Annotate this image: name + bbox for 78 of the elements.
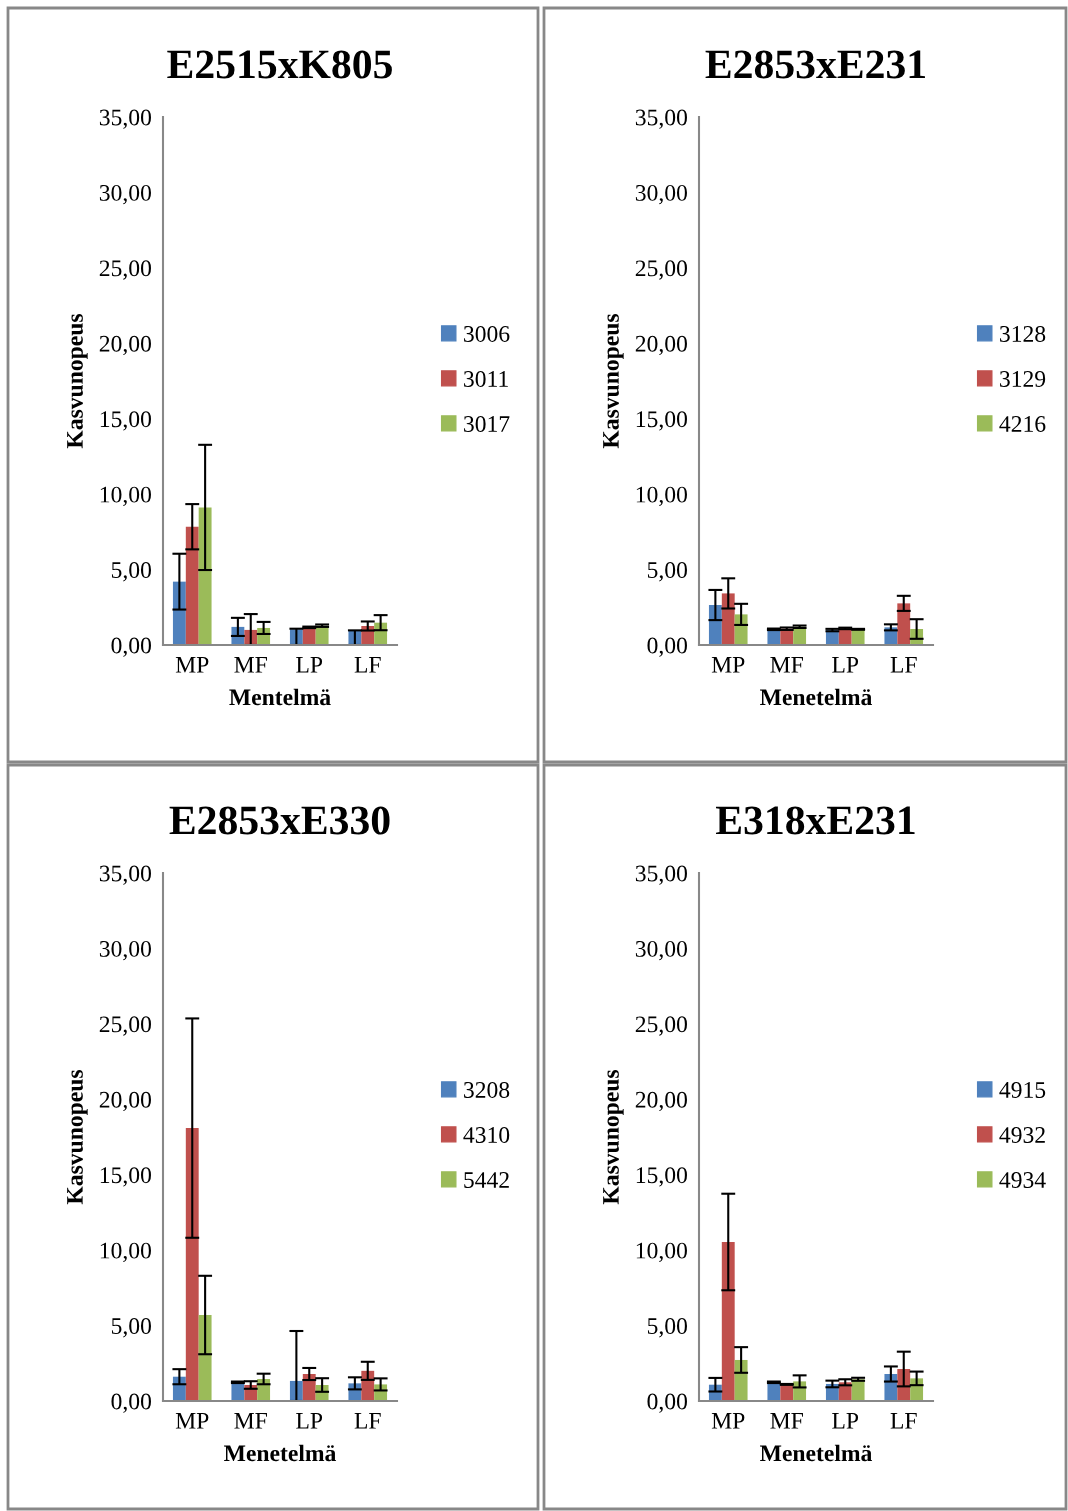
x-tick-label: MP — [711, 1413, 745, 1429]
y-axis-title: Kasvunopeus — [603, 313, 624, 449]
legend-label: 4915 — [999, 1082, 1046, 1098]
y-tick-label: 15,00 — [636, 411, 687, 431]
legend-label: 3011 — [464, 370, 508, 387]
bar — [721, 1242, 735, 1401]
bar — [185, 526, 199, 645]
x-axis-title: Menetelmä — [760, 1444, 873, 1462]
x-tick-label: MF — [234, 1413, 267, 1429]
bar — [198, 507, 212, 645]
y-tick-label: 0,00 — [111, 1393, 151, 1413]
y-tick-label: 20,00 — [635, 1091, 687, 1112]
bar — [897, 603, 911, 645]
legend-label: 3006 — [464, 325, 510, 342]
y-tick-label: 35,00 — [635, 865, 687, 885]
y-tick-label: 30,00 — [635, 940, 687, 961]
legend-label: 4934 — [999, 1172, 1046, 1188]
y-tick-label: 5,00 — [111, 1318, 151, 1338]
y-tick-label: 25,00 — [99, 260, 151, 280]
y-tick-label: 5,00 — [647, 1318, 687, 1338]
y-tick-label: 30,00 — [99, 184, 151, 205]
y-tick-label: 10,00 — [636, 486, 687, 506]
y-tick-label: 10,00 — [100, 1242, 151, 1262]
chart-title: E2853xE231 — [705, 50, 925, 79]
y-tick-label: 10,00 — [100, 486, 151, 506]
y-tick-label: 35,00 — [635, 109, 687, 129]
bar — [198, 1315, 212, 1401]
chart-title: E2515xK805 — [167, 50, 392, 79]
legend-label: 3128 — [1000, 325, 1046, 342]
y-tick-label: 15,00 — [100, 1167, 151, 1187]
legend-label: 4310 — [463, 1126, 510, 1143]
y-tick-label: 15,00 — [100, 411, 151, 431]
x-tick-label: LP — [296, 657, 323, 673]
y-axis-title: Kasvunopeus — [603, 1069, 624, 1205]
y-tick-label: 35,00 — [99, 865, 151, 885]
x-tick-label: MF — [770, 657, 803, 673]
y-tick-label: 0,00 — [647, 1393, 687, 1413]
x-tick-label: LP — [832, 1413, 859, 1429]
legend-label: 3017 — [464, 416, 510, 432]
x-tick-label: MP — [175, 657, 209, 673]
legend-label: 4932 — [999, 1127, 1045, 1143]
y-tick-label: 30,00 — [635, 184, 687, 205]
y-tick-label: 0,00 — [647, 637, 687, 657]
y-tick-label: 20,00 — [99, 335, 151, 356]
x-tick-label: LF — [354, 1413, 381, 1429]
y-tick-label: 10,00 — [636, 1242, 687, 1262]
y-tick-label: 20,00 — [635, 335, 687, 356]
x-tick-label: LP — [296, 1413, 323, 1429]
y-tick-label: 5,00 — [647, 562, 687, 582]
x-tick-label: MF — [234, 657, 267, 673]
x-axis-title: Menetelmä — [224, 1444, 337, 1462]
chart-title: E318xE231 — [716, 806, 915, 835]
bar — [185, 1128, 199, 1401]
legend-label: 5442 — [464, 1172, 509, 1188]
x-tick-label: LF — [354, 657, 381, 673]
y-tick-label: 5,00 — [111, 562, 151, 582]
x-tick-label: LF — [890, 657, 917, 673]
y-axis-title: Kasvunopeus — [67, 313, 88, 449]
y-tick-label: 25,00 — [635, 260, 687, 280]
y-tick-label: 15,00 — [636, 1167, 687, 1187]
chart-title: E2853xE330 — [169, 806, 390, 835]
x-tick-label: LF — [890, 1413, 917, 1429]
legend-label: 3208 — [464, 1081, 510, 1098]
x-axis-title: Menetelmä — [760, 688, 873, 706]
legend-label: 4216 — [999, 416, 1046, 432]
x-tick-label: LP — [832, 657, 859, 673]
y-tick-label: 30,00 — [99, 940, 151, 961]
x-axis-title: Mentelmä — [229, 688, 331, 706]
y-tick-label: 25,00 — [635, 1016, 687, 1036]
x-tick-label: MP — [175, 1413, 209, 1429]
y-axis-title: Kasvunopeus — [67, 1069, 88, 1205]
y-tick-label: 20,00 — [99, 1091, 151, 1112]
x-tick-label: MP — [711, 657, 745, 673]
y-tick-label: 25,00 — [99, 1016, 151, 1036]
x-tick-label: MF — [770, 1413, 803, 1429]
y-tick-label: 35,00 — [99, 109, 151, 129]
y-tick-label: 0,00 — [111, 637, 151, 657]
legend-label: 3129 — [1000, 371, 1046, 387]
